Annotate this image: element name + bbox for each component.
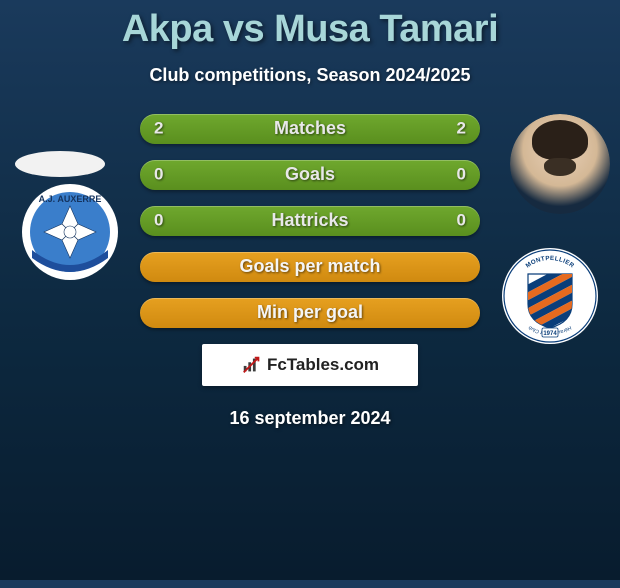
- stat-bar: Min per goal: [140, 298, 480, 328]
- stat-label: Goals: [285, 164, 335, 185]
- stat-right-value: 2: [457, 119, 466, 139]
- auxerre-crest-icon: A.J. AUXERRE: [20, 182, 120, 282]
- left-club-crest: A.J. AUXERRE: [20, 182, 120, 282]
- stat-label: Min per goal: [257, 302, 363, 323]
- stat-label: Matches: [274, 118, 346, 139]
- stat-bars: 2 Matches 2 0 Goals 0 0 Hattricks 0 Goals per mat…: [140, 114, 480, 328]
- stat-left-value: 2: [154, 119, 163, 139]
- stat-left-value: 0: [154, 165, 163, 185]
- brand-box: FcTables.com: [202, 344, 418, 386]
- svg-text:1974: 1974: [543, 331, 557, 337]
- stat-bar: 2 Matches 2: [140, 114, 480, 144]
- stat-bar: Goals per match: [140, 252, 480, 282]
- stat-right-value: 0: [457, 165, 466, 185]
- avatar-photo: [510, 114, 610, 214]
- stat-label: Hattricks: [271, 210, 348, 231]
- subtitle: Club competitions, Season 2024/2025: [0, 65, 620, 86]
- page-title: Akpa vs Musa Tamari: [0, 8, 620, 51]
- date-label: 16 september 2024: [0, 408, 620, 429]
- stat-right-value: 0: [457, 211, 466, 231]
- silhouette-icon: [15, 151, 105, 177]
- stat-label: Goals per match: [239, 256, 380, 277]
- montpellier-crest-icon: MONTPELLIER Hérault Sport Club 1974: [500, 246, 600, 346]
- stat-left-value: 0: [154, 211, 163, 231]
- stat-bar: 0 Hattricks 0: [140, 206, 480, 236]
- brand-label: FcTables.com: [267, 355, 379, 375]
- right-club-crest: MONTPELLIER Hérault Sport Club 1974: [500, 246, 600, 346]
- right-player-avatar: [510, 114, 610, 214]
- comparison-stage: A.J. AUXERRE MONTPELLIER: [0, 114, 620, 429]
- bar-chart-icon: [241, 354, 263, 376]
- stat-bar: 0 Goals 0: [140, 160, 480, 190]
- svg-text:A.J. AUXERRE: A.J. AUXERRE: [39, 194, 102, 204]
